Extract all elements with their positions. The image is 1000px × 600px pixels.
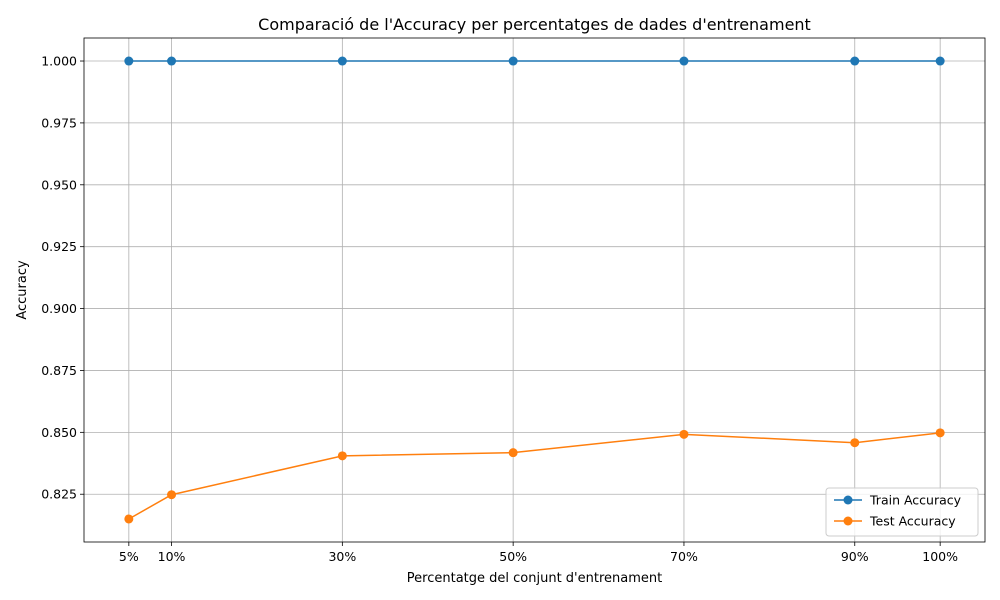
data-point-train (124, 56, 134, 66)
x-tick-label: 70% (670, 549, 698, 564)
data-point-test (508, 448, 518, 458)
series-layer (124, 56, 945, 524)
x-axis-title: Percentatge del conjunt d'entrenament (407, 571, 662, 586)
y-tick-label: 0.875 (41, 363, 77, 378)
data-point-test (124, 514, 134, 524)
y-axis-title: Accuracy (15, 260, 30, 320)
x-tick-label: 30% (328, 549, 356, 564)
chart-title: Comparació de l'Accuracy per percentatge… (258, 15, 811, 34)
data-point-test (935, 428, 945, 438)
ticks-layer: 5% 10% 30% 50% 70% 90% 100% 0.825 0.850 0.875 0.90… (41, 54, 958, 564)
legend-box (825, 487, 979, 537)
y-tick-label: 0.925 (41, 239, 77, 254)
x-tick-label: 100% (922, 549, 958, 564)
data-point-train (508, 56, 518, 66)
data-point-train (935, 56, 945, 66)
data-point-train (167, 56, 177, 66)
x-tick-label: 90% (841, 549, 869, 564)
data-point-train (679, 56, 689, 66)
y-tick-label: 0.825 (41, 487, 77, 502)
plot-frame (83, 37, 986, 543)
data-point-test (850, 438, 860, 448)
x-tick-label: 10% (158, 549, 186, 564)
data-point-test (337, 451, 347, 461)
x-tick-label: 50% (499, 549, 527, 564)
y-tick-label: 0.850 (41, 425, 77, 440)
y-tick-label: 0.975 (41, 115, 77, 130)
y-tick-label: 0.900 (41, 301, 77, 316)
x-tick-label: 5% (119, 549, 139, 564)
legend-label-test: Test Accuracy (869, 514, 956, 529)
legend-marker-train (843, 495, 853, 505)
legend: Train Accuracy Test Accuracy (825, 487, 979, 537)
legend-label-train: Train Accuracy (869, 493, 962, 508)
data-point-train (850, 56, 860, 66)
y-tick-label: 1.000 (41, 54, 77, 69)
legend-marker-test (843, 516, 853, 526)
y-tick-label: 0.950 (41, 177, 77, 192)
data-point-test (679, 429, 689, 439)
data-point-train (337, 56, 347, 66)
data-point-test (167, 490, 177, 500)
